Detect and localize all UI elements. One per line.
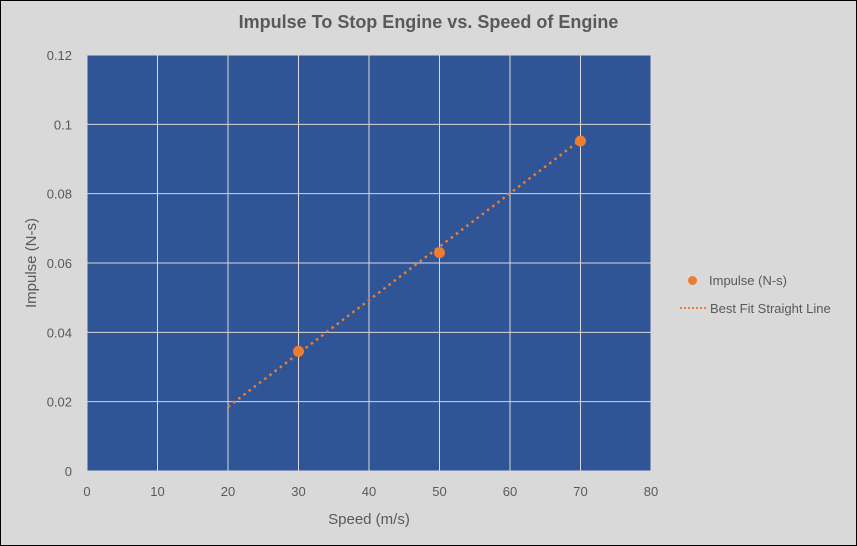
y-tick-label: 0.12 [47,48,72,63]
x-tick-label: 70 [573,484,587,499]
x-axis-label: Speed (m/s) [328,511,410,528]
legend-label: Impulse (N-s) [709,272,788,288]
best-fit-line [227,138,582,408]
x-tick-label: 20 [221,484,235,499]
x-tick-label: 80 [644,484,658,499]
data-point [293,345,304,357]
y-axis-label: Impulse (N-s) [23,218,40,308]
legend-label: Best Fit Straight Line [710,300,831,316]
y-tick-label: 0.08 [47,187,72,202]
x-tick-label: 0 [83,484,90,499]
x-tick-label: 40 [362,484,376,499]
data-point [434,247,445,259]
scatter-marker-icon [688,275,697,285]
x-tick-label: 30 [291,484,305,499]
y-tick-label: 0.1 [54,117,72,132]
chart-title: Impulse To Stop Engine vs. Speed of Engi… [238,12,619,32]
x-tick-label: 10 [150,484,164,499]
legend: Impulse (N-s) Best Fit Straight Line [680,266,831,322]
legend-item-impulse: Impulse (N-s) [680,266,831,294]
data-point [575,135,586,147]
x-tick-label: 50 [432,484,446,499]
y-tick-label: 0.04 [47,325,72,340]
x-tick-label: 60 [503,484,517,499]
legend-item-best-fit: Best Fit Straight Line [680,294,831,322]
y-tick-label: 0.06 [47,256,72,271]
y-tick-label: 0 [65,464,72,479]
y-tick-label: 0.02 [47,395,72,410]
dotted-line-icon [680,307,706,309]
